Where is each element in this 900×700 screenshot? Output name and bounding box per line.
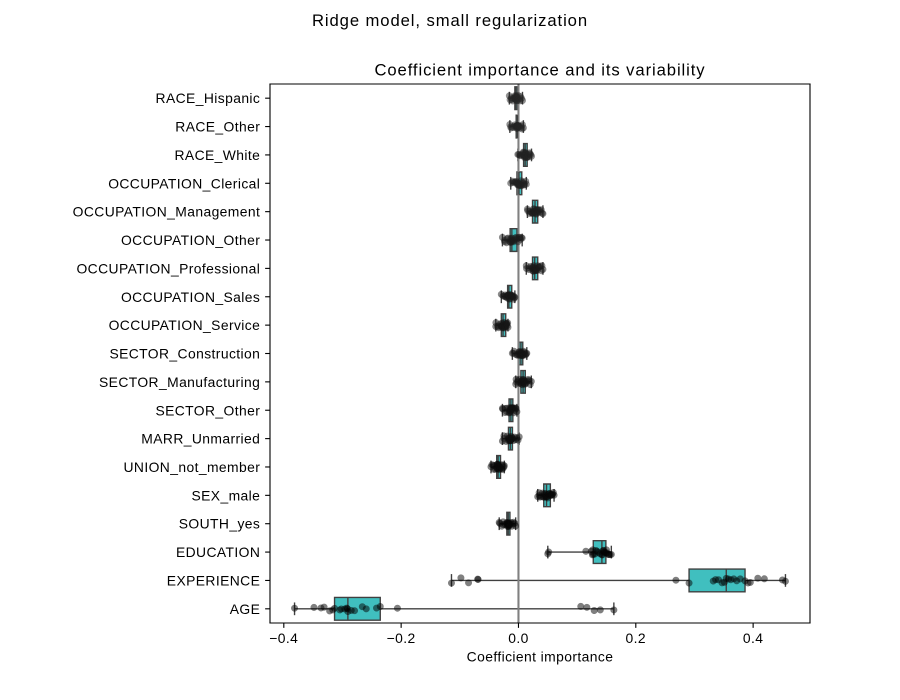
svg-text:Ridge model, small regularizat: Ridge model, small regularization (312, 11, 588, 30)
svg-text:OCCUPATION_Service: OCCUPATION_Service (109, 317, 261, 333)
svg-text:0.0: 0.0 (508, 630, 529, 646)
svg-text:RACE_White: RACE_White (175, 147, 261, 163)
svg-text:0.2: 0.2 (626, 630, 647, 646)
svg-text:RACE_Hispanic: RACE_Hispanic (156, 90, 261, 106)
svg-text:SECTOR_Construction: SECTOR_Construction (109, 346, 260, 362)
svg-text:EXPERIENCE: EXPERIENCE (167, 572, 260, 588)
svg-text:UNION_not_member: UNION_not_member (124, 459, 261, 475)
svg-text:AGE: AGE (230, 601, 261, 617)
svg-text:−0.4: −0.4 (269, 630, 298, 646)
svg-text:RACE_Other: RACE_Other (175, 119, 260, 135)
svg-text:OCCUPATION_Other: OCCUPATION_Other (121, 232, 260, 248)
svg-text:−0.2: −0.2 (387, 630, 416, 646)
svg-text:OCCUPATION_Professional: OCCUPATION_Professional (76, 260, 260, 276)
svg-text:Coefficient importance: Coefficient importance (467, 648, 614, 664)
svg-text:SOUTH_yes: SOUTH_yes (179, 516, 261, 532)
svg-text:EDUCATION: EDUCATION (176, 544, 260, 560)
svg-text:SECTOR_Other: SECTOR_Other (155, 402, 260, 418)
svg-text:OCCUPATION_Clerical: OCCUPATION_Clerical (108, 175, 260, 191)
svg-text:Coefficient importance and its: Coefficient importance and its variabili… (374, 61, 705, 80)
svg-text:OCCUPATION_Sales: OCCUPATION_Sales (121, 289, 260, 305)
svg-text:0.4: 0.4 (743, 630, 764, 646)
svg-text:OCCUPATION_Management: OCCUPATION_Management (73, 204, 261, 220)
svg-text:SEX_male: SEX_male (191, 487, 260, 503)
svg-text:MARR_Unmarried: MARR_Unmarried (141, 431, 260, 447)
svg-text:SECTOR_Manufacturing: SECTOR_Manufacturing (99, 374, 260, 390)
